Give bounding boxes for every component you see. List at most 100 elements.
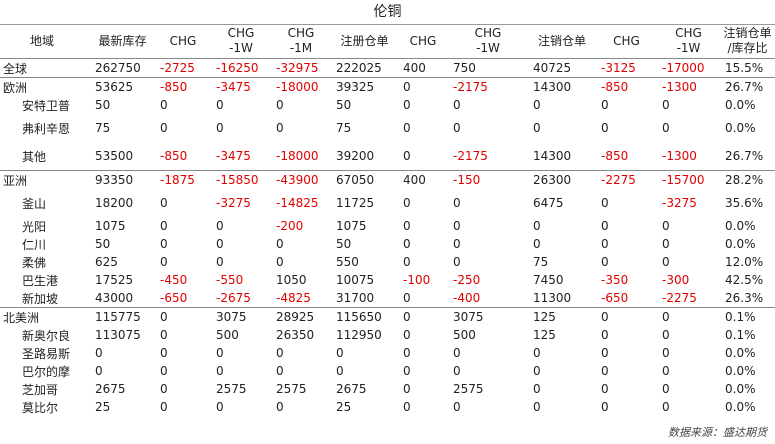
column-header-text: -1W xyxy=(676,41,701,55)
column-header-text: 注册仓单 xyxy=(340,33,389,48)
value-cell: 0 xyxy=(662,328,670,342)
region-cell: 欧洲 xyxy=(0,77,90,96)
value-cell: -2725 xyxy=(155,58,211,78)
table-row: 亚洲 93350 -1875 -15850 -43900 67050 400 -150 2630… xyxy=(0,170,775,189)
column-header-text: CHG xyxy=(169,33,197,48)
value-cell: -3475 xyxy=(211,77,271,96)
value-cell: -3275 xyxy=(662,196,697,210)
value-cell: 222025 xyxy=(331,58,398,78)
value-cell: 550 xyxy=(336,255,359,269)
value-cell: 400 xyxy=(398,58,448,78)
region-cell: 弗利辛恩 xyxy=(22,121,71,136)
value-cell: -17000 xyxy=(657,58,720,78)
column-header: 注销仓单 xyxy=(528,24,596,59)
region-cell: 芝加哥 xyxy=(22,382,59,397)
value-cell: 39200 xyxy=(336,149,375,163)
value-cell: 0 xyxy=(155,307,211,326)
region-cell: 柔佛 xyxy=(22,255,47,270)
value-cell: 17525 xyxy=(95,273,134,287)
copy-inventory-table: 地域 最新库存 CHG CHG -1W CHG -1M 注册仓单 CHG CHG -1W 注销仓单 CH… xyxy=(0,24,775,416)
value-cell: 75 xyxy=(336,121,352,135)
value-cell: 0 xyxy=(601,98,609,112)
value-cell: 2575 xyxy=(453,382,484,396)
table-row: 新加坡 43000 -650 -2675 -4825 31700 0 -400 11300 -65… xyxy=(0,289,775,308)
region-cell: 新奥尔良 xyxy=(22,328,71,343)
column-header-text: 最新库存 xyxy=(98,33,147,48)
value-cell: 0 xyxy=(533,382,541,396)
value-cell: 0 xyxy=(662,121,670,135)
value-cell: 11300 xyxy=(533,291,572,305)
value-cell: 14300 xyxy=(533,149,572,163)
value-cell: 0 xyxy=(453,346,461,360)
value-cell: 0 xyxy=(453,255,461,269)
column-header: 注销仓单/库存比 xyxy=(720,24,775,59)
value-cell: 0 xyxy=(403,196,411,210)
value-cell: 0 xyxy=(662,98,670,112)
column-header-text: -1W xyxy=(229,41,253,55)
value-cell: 25 xyxy=(95,400,111,414)
value-cell: 0.0% xyxy=(725,219,756,233)
value-cell: 0 xyxy=(453,237,461,251)
value-cell: 28.2% xyxy=(720,170,775,189)
column-header: CHG -1W xyxy=(657,24,720,59)
value-cell: 0.0% xyxy=(725,98,756,112)
value-cell: 0 xyxy=(403,149,411,163)
table-row: 欧洲 53625 -850 -3475 -18000 39325 0 -2175 14300 -8… xyxy=(0,77,775,96)
value-cell: 750 xyxy=(448,58,528,78)
value-cell: -1875 xyxy=(155,170,211,189)
value-cell: -300 xyxy=(662,273,690,287)
value-cell: -14825 xyxy=(276,196,319,210)
value-cell: 26350 xyxy=(276,328,315,342)
value-cell: 0 xyxy=(276,255,284,269)
table-row: 安特卫普 50 0 0 0 50 0 0 0 0 0 0.0% xyxy=(0,96,775,114)
value-cell: 0 xyxy=(403,255,411,269)
column-header: CHG xyxy=(155,24,211,59)
value-cell: -2675 xyxy=(216,291,251,305)
value-cell: -3275 xyxy=(216,196,251,210)
column-header: CHG xyxy=(596,24,657,59)
value-cell: -150 xyxy=(448,170,528,189)
value-cell: -550 xyxy=(216,273,244,287)
header-row: 地域 最新库存 CHG CHG -1W CHG -1M 注册仓单 CHG CHG -1W 注销仓单 CH… xyxy=(0,24,775,59)
value-cell: 262750 xyxy=(90,58,155,78)
value-cell: 0 xyxy=(276,98,284,112)
value-cell: 0 xyxy=(403,328,411,342)
value-cell: 500 xyxy=(216,328,239,342)
value-cell: 0 xyxy=(160,219,168,233)
value-cell: -3125 xyxy=(596,58,657,78)
value-cell: 50 xyxy=(95,98,111,112)
column-header-text: CHG xyxy=(613,33,640,48)
value-cell: 2575 xyxy=(276,382,307,396)
value-cell: 0 xyxy=(276,364,284,378)
value-cell: 0 xyxy=(533,400,541,414)
value-cell: 0 xyxy=(403,346,411,360)
value-cell: -2275 xyxy=(596,170,657,189)
value-cell: 0 xyxy=(216,121,224,135)
value-cell: -650 xyxy=(601,291,629,305)
value-cell: 6475 xyxy=(533,196,564,210)
value-cell: -4825 xyxy=(276,291,311,305)
region-cell: 北美洲 xyxy=(0,307,90,326)
column-header-text: CHG xyxy=(409,33,437,48)
column-header-text: -1W xyxy=(476,41,500,55)
value-cell: 125 xyxy=(533,328,556,342)
value-cell: 0.0% xyxy=(725,237,756,251)
column-header-text: -1M xyxy=(289,41,313,55)
value-cell: 0 xyxy=(453,400,461,414)
column-header: CHG xyxy=(398,24,448,59)
value-cell: 50 xyxy=(336,98,352,112)
value-cell: 15.5% xyxy=(720,58,775,78)
table-row: 柔佛 625 0 0 0 550 0 0 75 0 0 12.0% xyxy=(0,253,775,271)
table-row: 巴尔的摩 0 0 0 0 0 0 0 0 0 0 0.0% xyxy=(0,362,775,380)
column-header-text: 地域 xyxy=(30,33,55,48)
value-cell: 0 xyxy=(601,364,609,378)
value-cell: 14300 xyxy=(528,77,596,96)
value-cell: 0.1% xyxy=(725,328,756,342)
region-cell: 仁川 xyxy=(22,237,47,252)
value-cell: 40725 xyxy=(528,58,596,78)
value-cell: 43000 xyxy=(95,291,134,305)
value-cell: -15850 xyxy=(211,170,271,189)
region-cell: 圣路易斯 xyxy=(22,346,71,361)
value-cell: 0 xyxy=(453,121,461,135)
value-cell: 0 xyxy=(533,98,541,112)
